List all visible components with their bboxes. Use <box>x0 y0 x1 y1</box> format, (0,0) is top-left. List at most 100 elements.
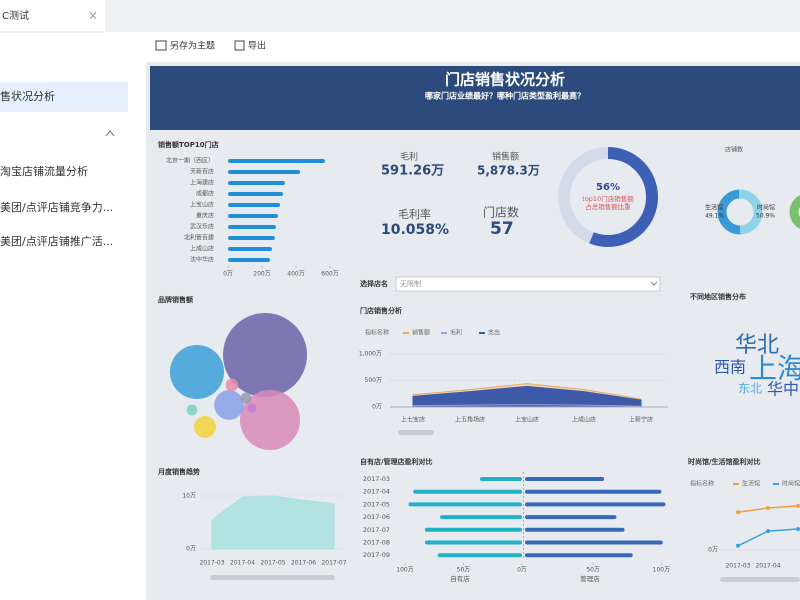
slice-value: 50.9% <box>756 213 775 220</box>
category-label: 2017-03 <box>363 475 390 483</box>
y-tick-label: 500万 <box>365 377 382 384</box>
tab-title[interactable]: C测试 <box>2 9 29 22</box>
x-tick-label: 2017-03 <box>725 563 750 570</box>
dashboard-subtitle: 哪家门店业绩最好？哪种门店类型盈利最高？ <box>425 91 585 101</box>
bar <box>525 515 617 520</box>
x-tick-label: 上五角场店 <box>455 416 485 424</box>
word: 华中 <box>767 380 799 399</box>
bubble <box>169 344 225 400</box>
bar <box>408 502 522 507</box>
x-tick-label: 50万 <box>457 567 471 574</box>
toolbar-button[interactable]: 导出 <box>248 40 266 52</box>
save-icon <box>155 40 167 51</box>
word: 西南 <box>714 358 746 377</box>
slice-label: 时尚馆 <box>757 204 775 212</box>
legend-label: 生活馆 <box>742 480 760 488</box>
category-label: 北京一期（西区） <box>166 157 214 165</box>
filter-label: 选择店名 <box>360 279 388 288</box>
nav-item[interactable]: 美团/点评店铺竞争力... <box>0 200 113 214</box>
kpi-label: 门店数 <box>483 205 519 220</box>
scrollbar <box>398 430 434 435</box>
nav-item[interactable]: 淘宝店铺流量分析 <box>0 164 88 178</box>
nav-item[interactable]: 售状况分析 <box>0 89 55 103</box>
legend-label: 支出 <box>488 329 500 337</box>
bar <box>228 225 276 229</box>
nav-item[interactable]: 美团/点评店铺推广活... <box>0 234 113 248</box>
word: 东北 <box>738 382 762 396</box>
category-label: 2017-04 <box>363 488 390 496</box>
bubble <box>186 404 198 416</box>
x-tick-label: 400万 <box>287 271 304 278</box>
category-label: 北利管百建 <box>184 234 214 242</box>
bubble <box>223 313 307 397</box>
x-tick-label: 100万 <box>653 567 670 574</box>
gauge-arc <box>558 147 658 247</box>
bar <box>424 527 522 532</box>
category-label: 2017-09 <box>363 551 390 559</box>
category-label: 上宝山店 <box>190 201 214 209</box>
bar <box>228 258 270 262</box>
cropped-chart <box>789 195 800 229</box>
legend-title: 指标名称 <box>365 329 389 337</box>
series-area <box>211 495 335 550</box>
word: 华北 <box>735 333 779 358</box>
point <box>736 543 740 548</box>
legend-label: 时尚馆 <box>782 480 800 488</box>
category-label: 2017-07 <box>363 526 390 534</box>
x-tick-label: 2017-04 <box>230 560 255 567</box>
category-label: 重庆店 <box>196 212 214 220</box>
kpi-value: 57 <box>490 219 514 239</box>
x-tick-label: 200万 <box>253 271 270 278</box>
bar <box>228 236 275 240</box>
toolbar-button[interactable]: 另存为主题 <box>170 40 215 52</box>
category-label: 上成山店 <box>190 245 214 253</box>
series-line <box>412 404 642 407</box>
x-tick-label: 2017-05 <box>260 560 285 567</box>
bar <box>440 515 522 520</box>
point <box>796 527 800 531</box>
category-label: 天新百店 <box>190 168 214 176</box>
filter-box[interactable] <box>395 276 661 292</box>
gauge-note: 占总销售额比重 <box>585 202 631 211</box>
kpi-value: 591.26万 <box>381 164 444 179</box>
chart-title: 销售额TOP10门店 <box>157 140 219 149</box>
category-label: 2017-05 <box>363 500 390 508</box>
legend-label: 毛利 <box>450 329 462 337</box>
scrollbar <box>210 575 335 580</box>
category-label: 成都店 <box>196 190 214 198</box>
point <box>736 510 740 515</box>
bar <box>437 553 522 558</box>
chart-title: 品牌销售额 <box>158 295 193 304</box>
legend-title: 指标名称 <box>690 480 714 488</box>
category-label: 沈中华店 <box>190 256 214 264</box>
bar <box>525 527 625 532</box>
filter-value[interactable]: 无限制 <box>400 279 421 288</box>
kpi-label: 毛利 <box>400 151 418 163</box>
x-tick-label: 2017-03 <box>199 560 224 567</box>
x-tick-label: 0万 <box>223 271 233 278</box>
category-label: 上海建店 <box>190 179 214 187</box>
x-tick-label: 100万 <box>396 567 413 574</box>
bar <box>525 489 662 494</box>
active-item-bg <box>0 82 128 112</box>
bar <box>525 502 666 507</box>
header-band <box>150 66 800 130</box>
y-tick-label: 1,000万 <box>359 351 382 358</box>
bubble <box>240 392 252 404</box>
x-tick-label: 上七宝店 <box>401 416 425 424</box>
dropdown-arrow <box>650 281 658 286</box>
x-tick-label: 上成山店 <box>572 416 596 424</box>
bubble <box>247 403 257 413</box>
y-tick-label: 0万 <box>186 546 196 553</box>
axis-title: 管理店 <box>580 574 600 583</box>
x-tick-label: 50万 <box>586 567 600 574</box>
category-label: 2017-06 <box>363 513 390 521</box>
x-tick-label: 2017-06 <box>291 560 316 567</box>
bubble <box>214 390 244 420</box>
kpi-label: 销售额 <box>492 151 519 163</box>
bar <box>228 181 285 185</box>
slice-label: 生活馆 <box>705 204 723 212</box>
tab-close[interactable]: × <box>88 9 98 23</box>
